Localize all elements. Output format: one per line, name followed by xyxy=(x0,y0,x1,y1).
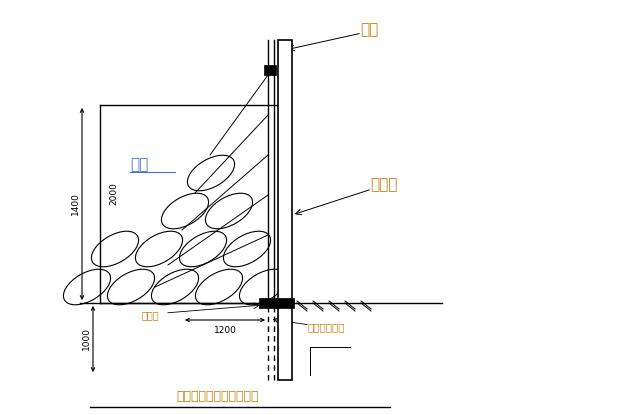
Ellipse shape xyxy=(195,269,243,305)
Text: 2000: 2000 xyxy=(109,183,118,205)
Bar xyxy=(259,298,277,308)
Text: 1200: 1200 xyxy=(214,326,236,335)
Bar xyxy=(278,40,292,380)
Ellipse shape xyxy=(239,269,287,305)
Text: 围墙墙体钉管沙袋加固图: 围墙墙体钉管沙袋加固图 xyxy=(177,391,259,403)
Text: 1000: 1000 xyxy=(81,327,90,351)
Ellipse shape xyxy=(92,231,139,267)
Bar xyxy=(264,65,276,75)
Text: 沙袋: 沙袋 xyxy=(130,158,148,173)
Ellipse shape xyxy=(108,269,155,305)
Ellipse shape xyxy=(152,269,198,305)
Ellipse shape xyxy=(161,193,209,229)
Text: 钉管打入土体: 钉管打入土体 xyxy=(308,322,346,332)
Ellipse shape xyxy=(205,193,253,229)
Ellipse shape xyxy=(223,231,271,267)
Ellipse shape xyxy=(179,231,227,267)
Bar xyxy=(276,298,294,308)
Ellipse shape xyxy=(188,155,235,191)
Text: 1400: 1400 xyxy=(70,193,79,215)
Text: 临水面: 临水面 xyxy=(370,178,397,193)
Text: 大樯子: 大樯子 xyxy=(142,310,159,320)
Ellipse shape xyxy=(63,269,111,305)
Text: 围挡: 围挡 xyxy=(360,22,378,37)
Ellipse shape xyxy=(136,231,182,267)
